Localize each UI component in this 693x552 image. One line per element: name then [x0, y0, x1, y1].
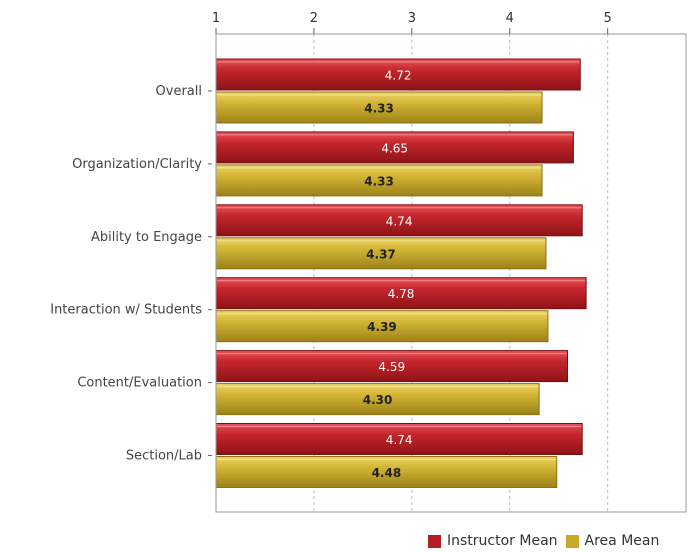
category-label: Interaction w/ Students [50, 303, 202, 318]
data-label-area-mean: 4.33 [364, 174, 394, 188]
data-label-instructor-mean: 4.72 [385, 69, 412, 83]
x-tick-label-4: 4 [506, 11, 514, 26]
category-label: Content/Evaluation [77, 376, 202, 391]
legend-item-instructor-mean: Instructor Mean [428, 533, 558, 549]
bar-instructor-mean [215, 204, 583, 237]
bar-instructor-mean [215, 423, 583, 455]
x-tick-label-1: 1 [212, 11, 220, 26]
bar-instructor-mean [215, 350, 569, 383]
x-tick-label-3: 3 [408, 11, 416, 26]
data-label-instructor-mean: 4.59 [378, 360, 405, 374]
category-label: Section/Lab [126, 449, 202, 464]
data-label-area-mean: 4.39 [367, 320, 397, 334]
bar-area-mean [215, 237, 547, 270]
legend-label-area-mean: Area Mean [584, 533, 660, 549]
bar-area-mean [215, 383, 540, 416]
legend: Instructor Mean Area Mean [428, 532, 667, 550]
bar-instructor-mean [215, 58, 581, 91]
plot-frame [215, 33, 687, 513]
data-label-instructor-mean: 4.74 [386, 214, 413, 228]
category-label: Organization/Clarity [72, 157, 202, 172]
category-label: Ability to Engage [91, 230, 202, 245]
data-label-area-mean: 4.37 [366, 247, 396, 261]
data-label-area-mean: 4.30 [363, 393, 393, 407]
data-label-area-mean: 4.33 [364, 102, 394, 116]
legend-item-area-mean: Area Mean [565, 533, 660, 549]
data-label-instructor-mean: 4.78 [388, 287, 415, 301]
legend-swatch-instructor-mean [428, 534, 441, 548]
bar-area-mean [215, 456, 558, 488]
x-tick-label-2: 2 [310, 11, 318, 26]
data-label-instructor-mean: 4.65 [381, 141, 408, 155]
bar-area-mean [215, 310, 549, 343]
category-label: Overall [156, 84, 202, 99]
data-label-instructor-mean: 4.74 [386, 433, 413, 447]
legend-swatch-area-mean [565, 534, 579, 548]
data-label-area-mean: 4.48 [372, 466, 402, 480]
x-tick-label-5: 5 [604, 11, 612, 26]
legend-label-instructor-mean: Instructor Mean [447, 533, 558, 549]
